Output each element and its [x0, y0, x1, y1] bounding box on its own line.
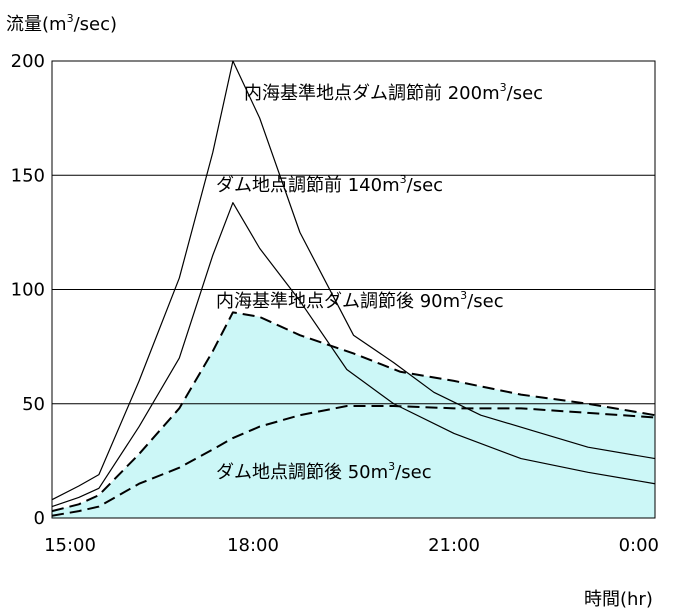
y-tick-label-50: 50	[22, 394, 45, 415]
x-tick-label-0: 15:00	[44, 535, 96, 556]
y-tick-label-200: 200	[11, 51, 45, 72]
series-line-dam_before	[51, 202, 656, 508]
y-axis-label: 流量(m3/sec)	[6, 12, 117, 35]
annotation-dam-before: ダム地点調節前 140m3/sec	[216, 173, 443, 196]
y-tick-label-150: 150	[11, 165, 45, 186]
area-fill-uchiumi-after	[52, 312, 655, 518]
x-tick-label-1: 18:00	[227, 535, 279, 556]
annotation-uchiumi-before: 内海基準地点ダム調節前 200m3/sec	[244, 81, 543, 104]
x-tick-label-2: 21:00	[428, 535, 480, 556]
series-line-uchiumi_before	[51, 60, 656, 501]
plot-frame	[51, 60, 656, 519]
tick-labels: 0 50 100 150 200 15:00 18:00 21:00 0:00	[11, 51, 659, 556]
y-tick-label-0: 0	[34, 508, 45, 529]
series-line-dam_after	[51, 405, 656, 517]
y-tick-label-100: 100	[11, 280, 45, 301]
annotation-dam-after: ダム地点調節後 50m3/sec	[216, 460, 432, 483]
annotation-uchiumi-after: 内海基準地点ダム調節後 90m3/sec	[216, 289, 504, 312]
series-lines	[51, 60, 656, 517]
x-tick-label-3: 0:00	[619, 535, 659, 556]
x-axis-label: 時間(hr)	[584, 589, 653, 610]
plot-fill-layer	[52, 312, 655, 518]
